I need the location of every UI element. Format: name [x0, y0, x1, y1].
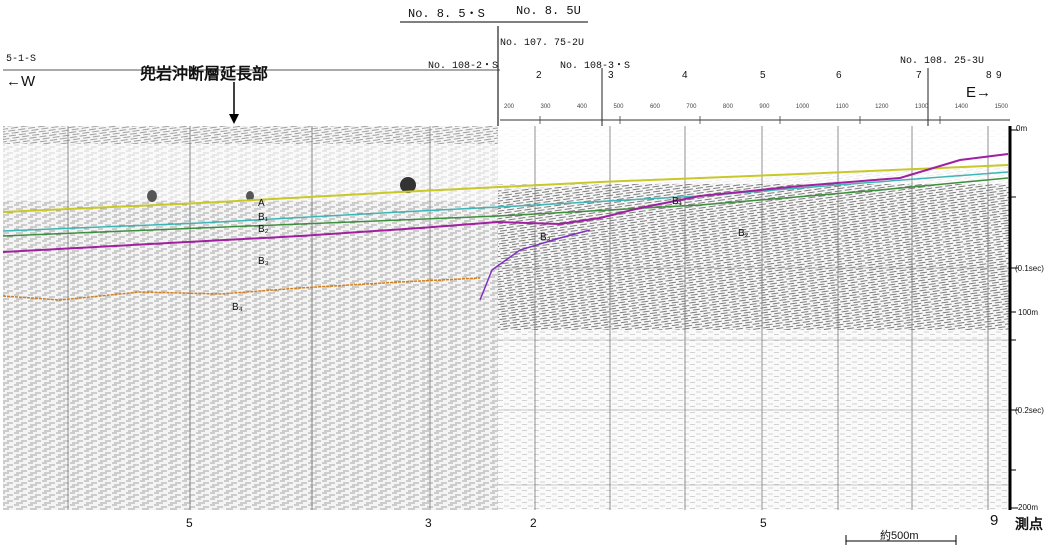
horizon-b1-east-label: B₁ [672, 196, 683, 207]
scale-number: 700 [686, 104, 697, 110]
horizon-b1-label: B₁ [258, 212, 269, 223]
horizon-b4-label: B₄ [232, 302, 243, 313]
line-label-108-3: No. 108-3・S [560, 61, 631, 72]
depth-0-2sec: (0.2sec) [1015, 406, 1044, 415]
horizon-b2-label: B₂ [258, 224, 269, 235]
survey-point-9: 9 [990, 512, 999, 529]
depth-0-1sec: (0.1sec) [1015, 264, 1044, 273]
scale-number: 1400 [954, 104, 969, 110]
survey-tick: 7 [916, 70, 922, 81]
line-label-107-75: No. 107. 75-2U [500, 38, 585, 49]
survey-point-5-left: 5 [186, 516, 193, 530]
scale-number: 1500 [994, 104, 1008, 110]
depth-100m: 100m [1018, 308, 1039, 317]
survey-point-5-right: 5 [760, 516, 767, 530]
line-label-108-25: No. 108. 25-3U [900, 56, 985, 67]
horizon-b3-east-label: B₃ [540, 232, 551, 243]
scale-number: 800 [722, 104, 733, 110]
horizon-b2-east-label: B₂ [738, 228, 749, 239]
survey-tick: 5 [760, 70, 766, 81]
line-label-108-2: No. 108-2・S [428, 61, 499, 72]
survey-point-2: 2 [530, 516, 537, 530]
west-direction: ←W [6, 73, 36, 90]
survey-tick: 3 [608, 70, 614, 81]
line-label-8-5-s: No. 8. 5・S [408, 7, 485, 21]
fault-extension-label: 兜岩沖断層延長部 [140, 66, 269, 83]
horizon-a-label: A [258, 198, 265, 209]
depth-0m: 0m [1016, 124, 1028, 133]
scale-number: 500 [613, 104, 624, 110]
horizon-b3-label: B₃ [258, 256, 269, 267]
scale-number: 400 [576, 104, 587, 110]
line-label-8-5u: No. 8. 5U [516, 4, 581, 18]
scale-number: 900 [759, 104, 770, 110]
survey-tick: 2 [536, 70, 542, 81]
survey-tick: 4 [682, 70, 688, 81]
scale-number: 200 [504, 104, 515, 110]
scale-number: 300 [540, 104, 551, 110]
scale-number: 1100 [835, 104, 849, 110]
survey-tick: 9 [996, 70, 1002, 81]
east-direction: E→ [966, 84, 992, 101]
scale-number: 1000 [795, 104, 810, 110]
survey-tick: 8 [986, 70, 992, 81]
depth-200m: 200m [1018, 503, 1039, 512]
measure-points-label: 測点 [1015, 516, 1043, 532]
scale-number: 1300 [914, 104, 929, 110]
survey-point-3: 3 [425, 516, 432, 530]
scale-number: 600 [649, 104, 660, 110]
survey-tick: 6 [836, 70, 842, 81]
distance-scale: 200 300 400 500 600 700 800 900 1000 110… [504, 104, 1008, 110]
line-label-5-1-s: 5-1-S [6, 54, 37, 65]
scale-number: 1200 [875, 104, 889, 110]
scale-bar-label: 約500m [880, 530, 919, 542]
